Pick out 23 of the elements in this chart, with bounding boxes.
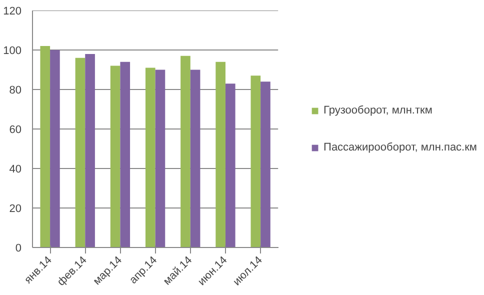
bar [225, 84, 236, 248]
bar [75, 58, 86, 248]
y-tick-label: 100 [3, 45, 22, 57]
y-tick-label: 20 [9, 203, 22, 215]
bar [250, 76, 261, 248]
bar [110, 66, 120, 248]
bar [85, 54, 95, 248]
legend-label: Пассажирооборот, млн.пас.км [324, 141, 477, 153]
legend-label: Грузооборот, млн.ткм [324, 104, 432, 116]
bar [120, 62, 130, 248]
y-tick-label: 0 [15, 242, 22, 254]
bar [180, 56, 190, 248]
bar [155, 70, 166, 248]
bar [190, 70, 200, 248]
y-tick-label: 120 [3, 6, 22, 18]
bar [40, 46, 50, 248]
bar [50, 50, 60, 248]
bar [260, 82, 270, 248]
bar [145, 68, 156, 248]
bar [216, 62, 226, 248]
y-tick-label: 80 [9, 84, 22, 96]
y-tick-label: 40 [9, 164, 22, 176]
y-tick-label: 60 [9, 124, 22, 136]
